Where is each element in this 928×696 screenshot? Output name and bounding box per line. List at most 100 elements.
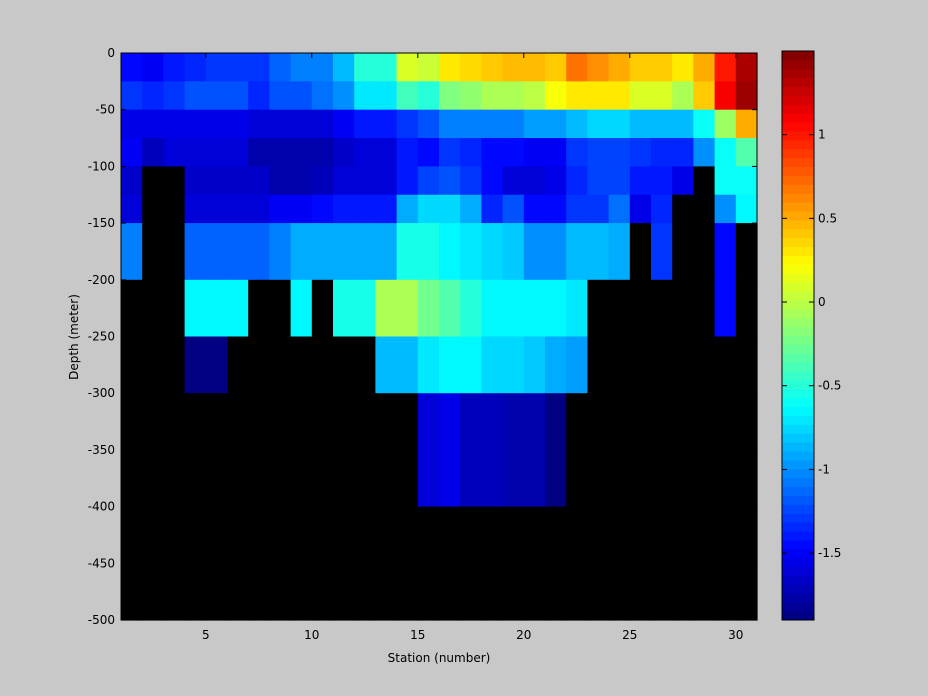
colorbar-band bbox=[782, 406, 814, 417]
colorbar-gradient bbox=[782, 51, 814, 621]
x-tick-label: 5 bbox=[202, 628, 210, 642]
heatmap-cell bbox=[417, 393, 440, 451]
heatmap-cell bbox=[714, 336, 737, 394]
heatmap-cell bbox=[354, 53, 376, 82]
heatmap-cell bbox=[629, 336, 652, 394]
heatmap-cell bbox=[354, 563, 376, 621]
heatmap-cell bbox=[439, 506, 461, 564]
heatmap-cell bbox=[375, 194, 398, 224]
heatmap-cell bbox=[417, 506, 440, 564]
heatmap-cell bbox=[354, 223, 376, 281]
heatmap-cell bbox=[311, 166, 334, 196]
y-tick-label: -150 bbox=[88, 216, 115, 230]
colorbar-band bbox=[782, 122, 814, 132]
heatmap-cell bbox=[205, 53, 228, 82]
heatmap-cell bbox=[460, 393, 482, 451]
heatmap-cell bbox=[587, 194, 610, 224]
heatmap-cell bbox=[227, 223, 249, 281]
heatmap-cell bbox=[693, 393, 716, 451]
heatmap-cell bbox=[121, 279, 143, 338]
heatmap-cell bbox=[523, 81, 546, 111]
colorbar-tick-label: -1 bbox=[818, 462, 830, 476]
heatmap-cell bbox=[227, 279, 249, 338]
heatmap-cell bbox=[460, 336, 482, 394]
heatmap-cell bbox=[460, 194, 482, 224]
colorbar-band bbox=[782, 468, 814, 479]
heatmap-cell bbox=[587, 138, 610, 167]
heatmap-cell bbox=[354, 138, 376, 167]
colorbar-band bbox=[782, 602, 814, 612]
heatmap-cell bbox=[672, 194, 694, 224]
colorbar-band bbox=[782, 308, 814, 319]
heatmap-cell bbox=[142, 53, 164, 82]
heatmap-cell bbox=[693, 279, 716, 338]
heatmap-cell bbox=[290, 279, 313, 338]
heatmap-cell bbox=[375, 336, 398, 394]
y-axis-ticks: 0 -50 -100 -150 -200 -250 -300 -350 -400 -450 -500 bbox=[88, 46, 757, 627]
heatmap-cell bbox=[163, 279, 186, 338]
heatmap-cell bbox=[481, 81, 504, 111]
heatmap-cell bbox=[651, 393, 673, 451]
heatmap-cell bbox=[184, 279, 207, 338]
colorbar-band bbox=[782, 59, 814, 70]
heatmap-cell bbox=[375, 166, 398, 196]
heatmap-cell bbox=[121, 223, 143, 281]
heatmap-cell bbox=[693, 109, 716, 139]
heatmap-cell bbox=[290, 223, 313, 281]
heatmap-cell bbox=[714, 506, 737, 564]
heatmap-cell bbox=[417, 109, 440, 139]
colorbar-band bbox=[782, 326, 814, 336]
heatmap-cell bbox=[523, 563, 546, 621]
heatmap-cell bbox=[545, 223, 567, 281]
colorbar-band bbox=[782, 291, 814, 301]
heatmap-cell bbox=[290, 336, 313, 394]
heatmap-cell bbox=[651, 53, 673, 82]
heatmap-cell bbox=[460, 81, 482, 111]
colorbar-band bbox=[782, 68, 814, 79]
heatmap-cell bbox=[481, 563, 504, 621]
y-axis-label: Depth (meter) bbox=[67, 294, 81, 380]
heatmap-cell bbox=[735, 563, 758, 621]
heatmap-cell bbox=[142, 563, 164, 621]
heatmap-cell bbox=[205, 506, 228, 564]
colorbar-band bbox=[782, 495, 814, 505]
heatmap-cell bbox=[545, 138, 567, 167]
colorbar-band bbox=[782, 424, 814, 434]
heatmap-cell bbox=[502, 109, 525, 139]
heatmap-cell bbox=[693, 223, 716, 281]
heatmap-cell bbox=[333, 109, 355, 139]
heatmap-cell bbox=[587, 166, 610, 196]
heatmap-cell bbox=[227, 336, 249, 394]
heatmap-cell bbox=[735, 223, 758, 281]
heatmap-cell bbox=[502, 563, 525, 621]
heatmap-cell bbox=[735, 279, 758, 338]
heatmap-cell bbox=[629, 279, 652, 338]
heatmap-cell bbox=[608, 194, 631, 224]
heatmap-cell bbox=[672, 563, 694, 621]
heatmap-cell bbox=[608, 53, 631, 82]
heatmap-cell bbox=[629, 53, 652, 82]
colorbar-band bbox=[782, 362, 814, 372]
heatmap-cell bbox=[735, 393, 758, 451]
colorbar: 1 0.5 0 -0.5 -1 -1.5 bbox=[781, 50, 841, 621]
heatmap-cell bbox=[587, 279, 610, 338]
heatmap-cell bbox=[481, 109, 504, 139]
heatmap-cell bbox=[311, 194, 334, 224]
heatmap-cell bbox=[248, 279, 270, 338]
heatmap-cell bbox=[396, 166, 419, 196]
heatmap-cell bbox=[651, 336, 673, 394]
heatmap-cell bbox=[439, 336, 461, 394]
y-tick-label: -100 bbox=[88, 159, 115, 173]
heatmap-cell bbox=[417, 279, 440, 338]
y-tick-label: -500 bbox=[88, 613, 115, 627]
heatmap-cell bbox=[354, 449, 376, 508]
heatmap-cell bbox=[121, 81, 143, 111]
heatmap-cell bbox=[608, 223, 631, 281]
heatmap-cell bbox=[142, 279, 164, 338]
heatmap-cell bbox=[396, 53, 419, 82]
colorbar-band bbox=[782, 139, 814, 150]
heatmap-cell bbox=[481, 166, 504, 196]
heatmap-cell bbox=[290, 449, 313, 508]
heatmap-cell bbox=[396, 506, 419, 564]
x-tick-label: 20 bbox=[516, 628, 531, 642]
